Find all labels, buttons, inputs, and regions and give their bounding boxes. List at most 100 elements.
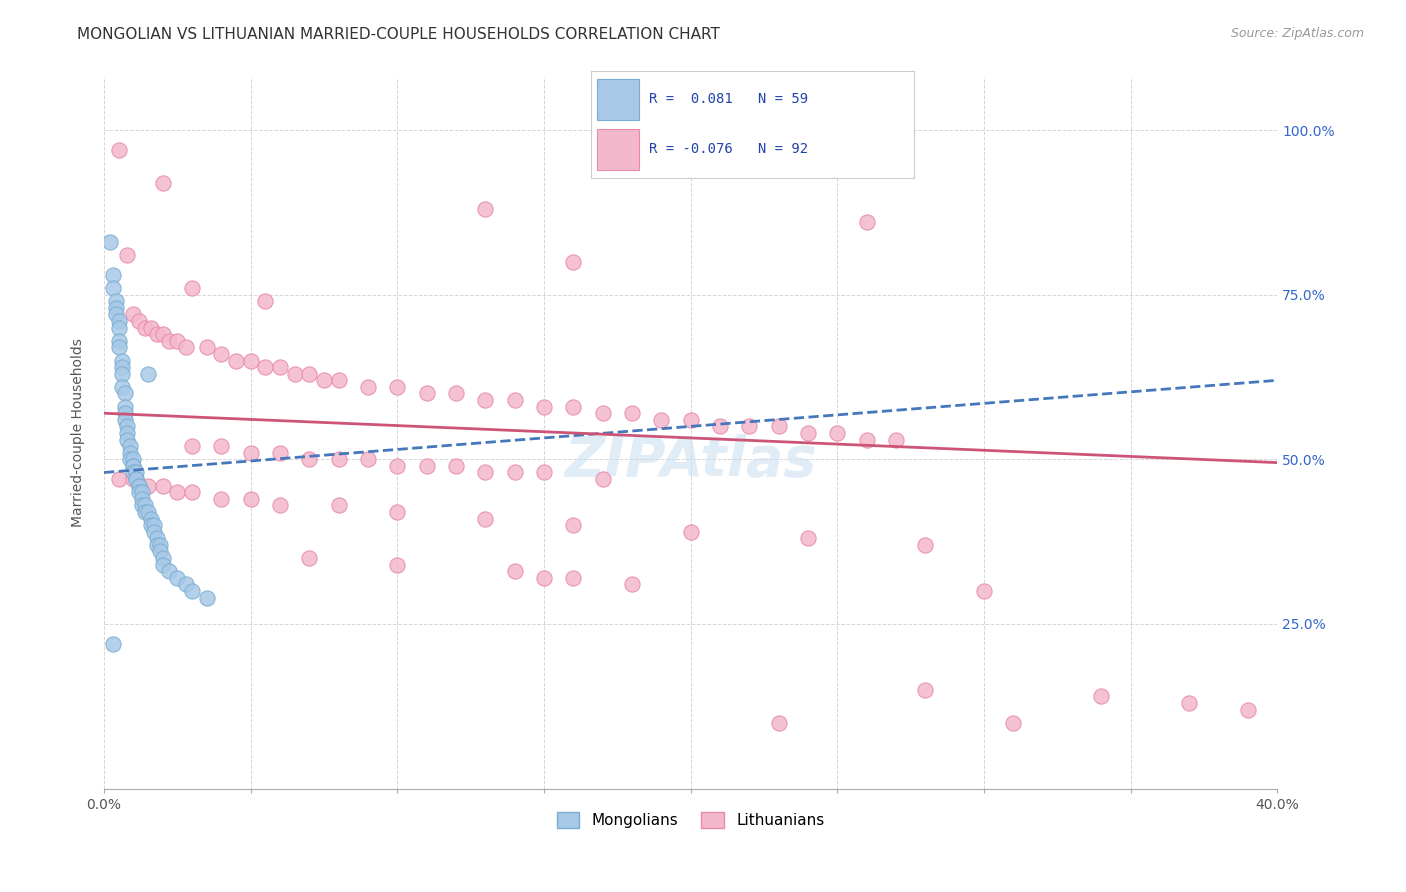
Legend: Mongolians, Lithuanians: Mongolians, Lithuanians: [550, 806, 831, 834]
Point: [562, 518, 585, 533]
Point: [136, 367, 159, 381]
Point: [166, 485, 188, 500]
Point: [797, 425, 820, 440]
Point: [152, 176, 174, 190]
Point: [146, 532, 169, 546]
Point: [444, 458, 467, 473]
Point: [328, 373, 350, 387]
Point: [131, 485, 153, 500]
Point: [131, 491, 153, 506]
Point: [107, 472, 129, 486]
Point: [98, 235, 121, 249]
Point: [122, 466, 145, 480]
Point: [239, 353, 262, 368]
Point: [312, 373, 335, 387]
Point: [768, 419, 790, 434]
Point: [146, 327, 169, 342]
Point: [592, 472, 614, 486]
Point: [209, 491, 232, 506]
Point: [1178, 696, 1201, 710]
Point: [503, 564, 526, 578]
Point: [181, 584, 204, 599]
Point: [104, 301, 127, 315]
Point: [101, 637, 124, 651]
Point: [387, 505, 409, 519]
Point: [855, 433, 877, 447]
Point: [157, 564, 180, 578]
Point: [209, 439, 232, 453]
Point: [128, 314, 150, 328]
Point: [973, 584, 995, 599]
Point: [328, 452, 350, 467]
Point: [768, 715, 790, 730]
Point: [142, 518, 165, 533]
Point: [166, 571, 188, 585]
Point: [269, 499, 291, 513]
Point: [503, 393, 526, 408]
Point: [104, 294, 127, 309]
Point: [914, 682, 936, 697]
Point: [122, 472, 145, 486]
Point: [298, 452, 321, 467]
Text: R = -0.076   N = 92: R = -0.076 N = 92: [648, 143, 808, 156]
Point: [107, 320, 129, 334]
Point: [114, 386, 136, 401]
Text: ZIPAtlas: ZIPAtlas: [564, 434, 817, 489]
Point: [239, 491, 262, 506]
Point: [357, 380, 380, 394]
Point: [114, 413, 136, 427]
Point: [122, 458, 145, 473]
Point: [181, 485, 204, 500]
Point: [107, 314, 129, 328]
Y-axis label: Married-couple Households: Married-couple Households: [72, 339, 86, 527]
Point: [269, 446, 291, 460]
Point: [117, 419, 139, 434]
Point: [107, 340, 129, 354]
Point: [474, 393, 496, 408]
Point: [474, 511, 496, 525]
Point: [139, 518, 162, 533]
Point: [709, 419, 731, 434]
Point: [152, 327, 174, 342]
Point: [503, 466, 526, 480]
Point: [139, 511, 162, 525]
Point: [387, 380, 409, 394]
Point: [166, 334, 188, 348]
Text: MONGOLIAN VS LITHUANIAN MARRIED-COUPLE HOUSEHOLDS CORRELATION CHART: MONGOLIAN VS LITHUANIAN MARRIED-COUPLE H…: [77, 27, 720, 42]
Bar: [598, 129, 638, 169]
Point: [136, 505, 159, 519]
Point: [474, 202, 496, 216]
Point: [174, 340, 197, 354]
Point: [284, 367, 307, 381]
Point: [254, 294, 277, 309]
Point: [298, 551, 321, 566]
Point: [562, 254, 585, 268]
Point: [134, 505, 156, 519]
Point: [149, 544, 172, 558]
Point: [679, 413, 702, 427]
Point: [533, 400, 555, 414]
Point: [110, 367, 132, 381]
Point: [914, 538, 936, 552]
Point: [120, 446, 142, 460]
Point: [136, 478, 159, 492]
Point: [117, 433, 139, 447]
Point: [122, 452, 145, 467]
Point: [620, 577, 643, 591]
Point: [122, 308, 145, 322]
Point: [110, 353, 132, 368]
Point: [128, 478, 150, 492]
Point: [592, 406, 614, 420]
Point: [444, 386, 467, 401]
Point: [157, 334, 180, 348]
Point: [152, 551, 174, 566]
Point: [139, 320, 162, 334]
Point: [855, 215, 877, 229]
Point: [181, 439, 204, 453]
Point: [827, 425, 849, 440]
Bar: [598, 78, 638, 120]
Point: [620, 406, 643, 420]
Text: Source: ZipAtlas.com: Source: ZipAtlas.com: [1230, 27, 1364, 40]
Point: [181, 281, 204, 295]
Point: [152, 478, 174, 492]
